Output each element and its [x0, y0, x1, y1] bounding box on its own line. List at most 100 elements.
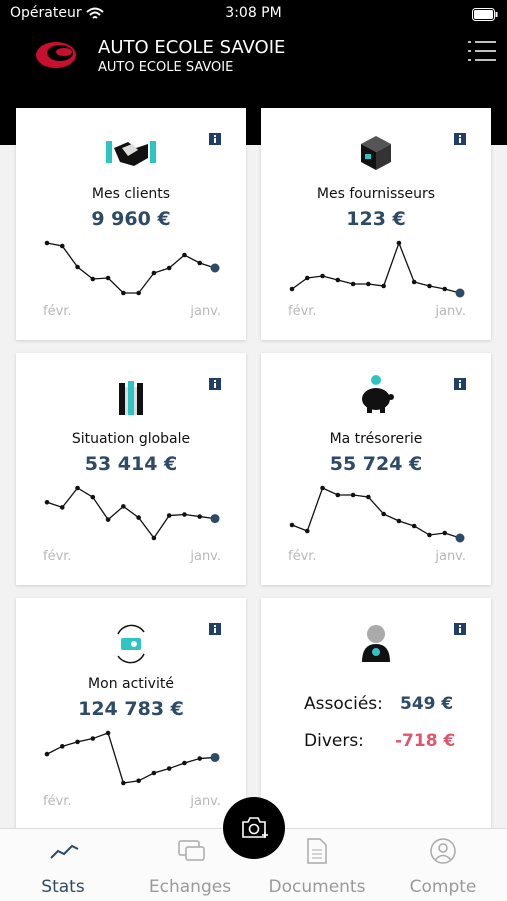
company-name: AUTO ECOLE SAVOIE: [98, 37, 286, 58]
card-graphics: [289, 375, 466, 543]
sparkline-point: [75, 485, 80, 491]
sparkline: [291, 487, 461, 539]
card-graphics: [44, 133, 221, 296]
icon-part: [131, 641, 137, 647]
stat-card[interactable]: Situation globale 53 414 € févr. janv.: [16, 353, 246, 585]
sparkline-point: [335, 277, 341, 283]
tab-compte[interactable]: Compte: [409, 877, 477, 897]
sparkline-point: [366, 494, 371, 500]
sparkline-point: [90, 276, 96, 282]
icon-part: [214, 383, 216, 388]
sparkline: [46, 732, 216, 784]
icon-part: [459, 138, 461, 143]
icon-part: [214, 138, 216, 143]
sparkline-point: [166, 265, 172, 271]
sparkline-point: [210, 514, 220, 524]
sparkline-point: [304, 528, 310, 534]
icon-part: [376, 144, 391, 170]
icon-part: [459, 135, 461, 137]
card-title: Mes fournisseurs: [316, 186, 436, 202]
icon-part: [214, 135, 216, 137]
sparkline-point: [136, 778, 141, 784]
partners-card[interactable]: Associés: 549 € Divers: -718 €: [261, 598, 491, 830]
sparkline-point: [210, 752, 220, 762]
stat-card[interactable]: Mes fournisseurs 123 € févr. janv.: [261, 108, 491, 340]
sparkline-point: [320, 485, 325, 491]
sparkline-point: [90, 736, 96, 741]
sparkline-point: [442, 286, 448, 292]
start-label: févr.: [288, 549, 317, 564]
sparkline-point: [289, 286, 295, 292]
icon-part: [365, 154, 371, 159]
card-amount: 53 414 €: [84, 453, 178, 475]
clock: 3:08 PM: [225, 5, 282, 21]
start-label: févr.: [288, 304, 317, 319]
end-label: janv.: [435, 549, 466, 564]
sparkline-point: [75, 739, 80, 745]
icon-part: [117, 653, 145, 664]
icon-part: [459, 383, 461, 388]
row-label: Divers:: [304, 731, 364, 751]
sparkline-point: [59, 744, 65, 749]
sparkline-point: [289, 522, 295, 528]
icon-part: [371, 375, 381, 385]
sparkline-point: [151, 770, 157, 776]
sparkline-point: [381, 511, 386, 517]
menu-button[interactable]: [468, 40, 496, 62]
sparkline-point: [366, 281, 371, 287]
sparkline-point: [121, 780, 126, 786]
end-label: janv.: [190, 304, 221, 319]
sparkline-point: [197, 260, 203, 266]
tab-documents[interactable]: Documents: [268, 877, 366, 897]
sparkline-point: [396, 518, 402, 524]
icon-part: [106, 141, 112, 163]
sparkline-point: [210, 263, 220, 273]
icon-part: [380, 405, 385, 413]
sparkline-point: [44, 240, 50, 246]
sparkline-point: [182, 512, 187, 517]
sparkline-point: [166, 513, 172, 518]
icon-part: [122, 144, 138, 156]
stat-card[interactable]: Mes clients 9 960 € févr. janv.: [16, 108, 246, 340]
icon-part: [214, 628, 216, 633]
company-subtitle: AUTO ECOLE SAVOIE: [98, 60, 234, 75]
stat-card[interactable]: Ma trésorerie 55 724 € févr. janv.: [261, 353, 491, 585]
sparkline-point: [151, 270, 157, 276]
stat-card[interactable]: Mon activité 124 783 € févr. janv.: [16, 598, 246, 830]
sparkline-point: [350, 281, 356, 287]
card-title: Mon activité: [88, 676, 174, 692]
icon-part: [150, 141, 156, 163]
camera-button[interactable]: [222, 796, 286, 860]
sparkline-point: [44, 751, 50, 757]
sparkline-point: [121, 504, 126, 509]
sparkline-point: [151, 535, 157, 541]
sparkline-point: [335, 492, 341, 498]
end-label: janv.: [190, 794, 221, 809]
sparkline-point: [427, 532, 432, 538]
sparkline-point: [396, 240, 402, 246]
icon-part: [367, 405, 372, 413]
card-amount: 123 €: [346, 208, 406, 230]
sparkline: [46, 487, 216, 540]
tab-echanges[interactable]: Echanges: [148, 877, 232, 897]
tab-stats[interactable]: Stats: [41, 877, 85, 897]
sparkline-point: [121, 290, 126, 296]
icon-part: [117, 624, 145, 635]
sparkline-point: [427, 283, 432, 289]
sparkline-point: [197, 514, 203, 519]
wifi-icon: [86, 7, 104, 19]
sparkline-point: [166, 766, 172, 771]
sparkline-point: [304, 275, 310, 281]
sparkline-point: [320, 273, 325, 279]
icon-part: [119, 383, 125, 415]
sparkline-point: [350, 492, 356, 498]
icon-part: [214, 625, 216, 627]
card-title: Mes clients: [91, 186, 171, 202]
icon-part: [459, 380, 461, 382]
icon-part: [128, 381, 134, 415]
sparkline-point: [411, 523, 417, 529]
start-label: févr.: [43, 794, 72, 809]
icon-part: [214, 380, 216, 382]
row-label: Associés:: [304, 694, 383, 714]
